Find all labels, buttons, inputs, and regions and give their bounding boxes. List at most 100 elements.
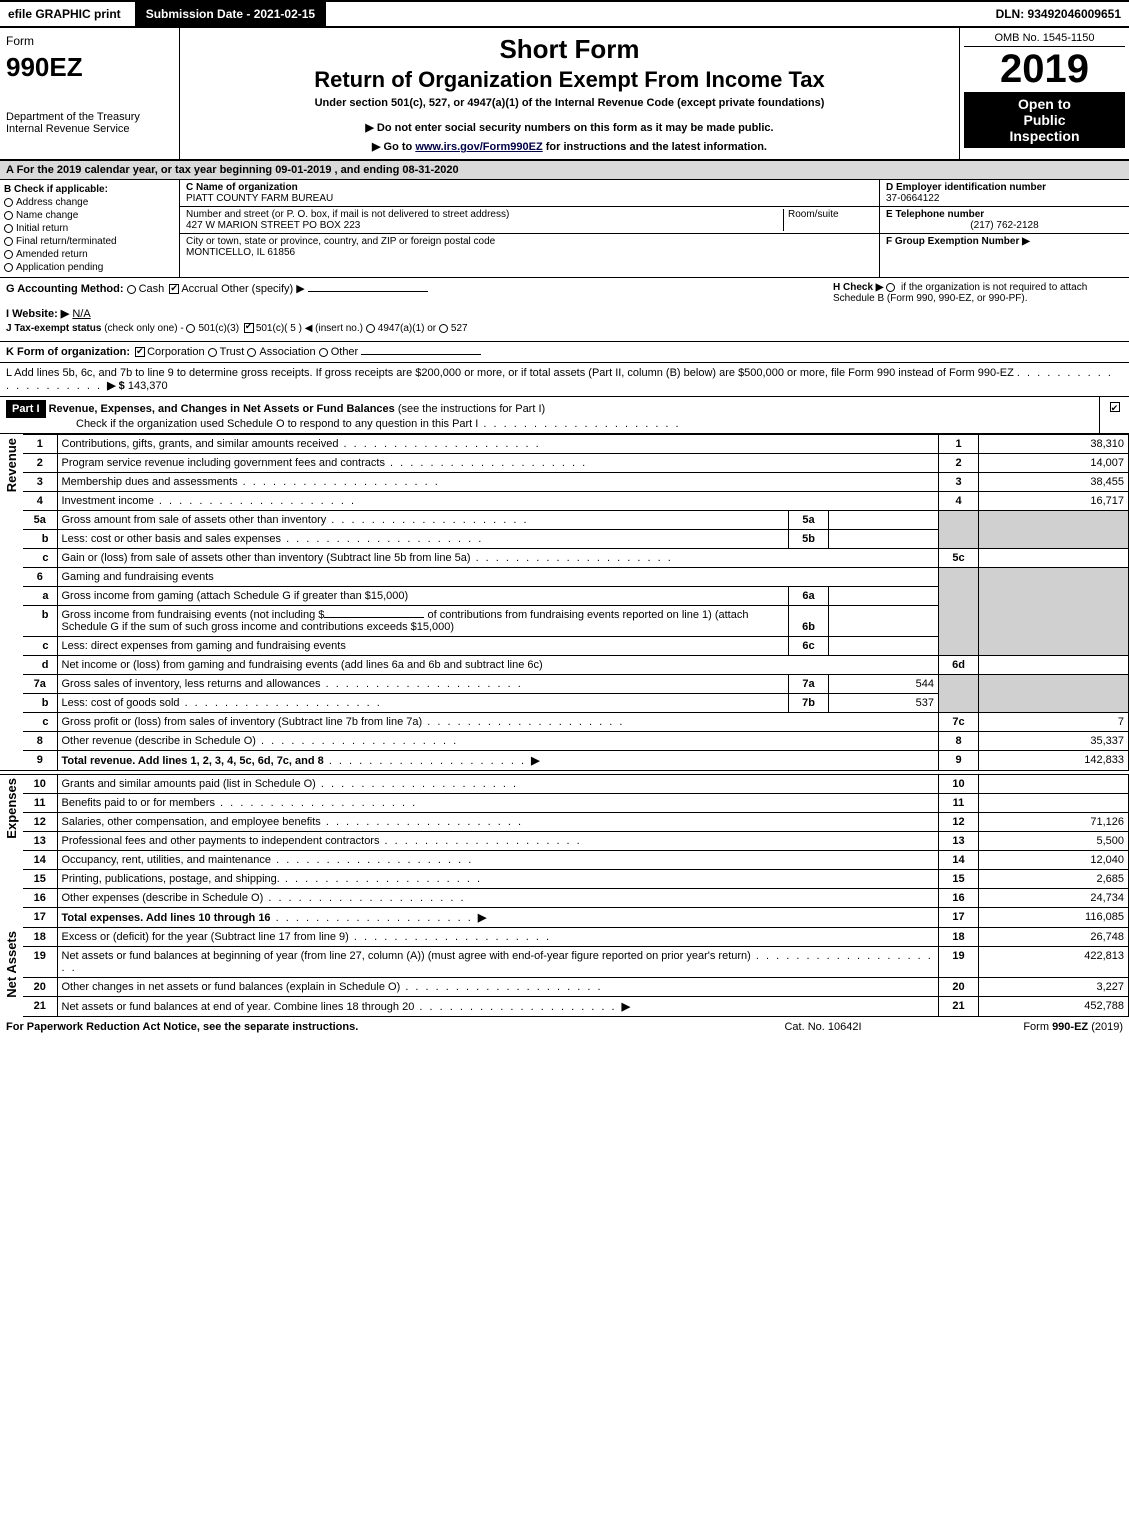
line-14-desc: Occupancy, rent, utilities, and maintena…	[62, 854, 272, 866]
tax-year: 2019	[964, 47, 1125, 92]
line-6d-desc: Net income or (loss) from gaming and fun…	[62, 659, 543, 671]
ein-value: 37-0664122	[886, 193, 939, 204]
line-6d-val	[979, 656, 1129, 675]
other-radio[interactable]	[319, 348, 328, 357]
topbar: efile GRAPHIC print Submission Date - 20…	[0, 0, 1129, 28]
irs-label: Internal Revenue Service	[6, 123, 173, 135]
website-label: I Website: ▶	[6, 308, 69, 320]
dln-number: DLN: 93492046009651	[988, 3, 1129, 25]
final-return[interactable]: Final return/terminated	[4, 236, 175, 247]
line-2-val: 14,007	[979, 454, 1129, 473]
form-word: Form	[6, 34, 173, 48]
form-ref: Form 990-EZ (2019)	[923, 1021, 1123, 1033]
part-i-check: Check if the organization used Schedule …	[6, 418, 478, 430]
527-radio[interactable]	[439, 324, 448, 333]
dept-treasury: Department of the Treasury	[6, 111, 173, 123]
line-10-val	[979, 775, 1129, 794]
line-5b-val	[829, 530, 939, 549]
line-4-val: 16,717	[979, 492, 1129, 511]
form-title: Short Form	[186, 34, 953, 65]
phone-value: (217) 762-2128	[886, 220, 1123, 231]
ein-label: D Employer identification number	[886, 182, 1046, 193]
line-6c-desc: Less: direct expenses from gaming and fu…	[62, 640, 346, 652]
line-2-desc: Program service revenue including govern…	[62, 457, 385, 469]
line-5a-desc: Gross amount from sale of assets other t…	[62, 514, 327, 526]
part-i-label: Part I	[6, 400, 46, 418]
assoc-radio[interactable]	[247, 348, 256, 357]
line-1-desc: Contributions, gifts, grants, and simila…	[62, 438, 339, 450]
line-13-val: 5,500	[979, 832, 1129, 851]
trust-radio[interactable]	[208, 348, 217, 357]
line-19-val: 422,813	[979, 947, 1129, 978]
line-1-val: 38,310	[979, 435, 1129, 454]
501c3-radio[interactable]	[186, 324, 195, 333]
line-4-desc: Investment income	[62, 495, 154, 507]
part-i-inst: (see the instructions for Part I)	[398, 403, 545, 415]
misc-section: G Accounting Method: Cash Accrual Other …	[0, 278, 1129, 342]
line-18-desc: Excess or (deficit) for the year (Subtra…	[62, 931, 349, 943]
line-13-desc: Professional fees and other payments to …	[62, 835, 380, 847]
website-value: N/A	[72, 308, 90, 320]
line-7b-desc: Less: cost of goods sold	[62, 697, 180, 709]
tax-exempt-label: J Tax-exempt status	[6, 323, 101, 334]
efile-label: efile GRAPHIC print	[0, 3, 129, 25]
line-8-desc: Other revenue (describe in Schedule O)	[62, 735, 256, 747]
line-7a-val: 544	[829, 675, 939, 694]
public-inspection: Open to Public Inspection	[964, 92, 1125, 148]
line-20-val: 3,227	[979, 978, 1129, 997]
phone-label: E Telephone number	[886, 209, 984, 220]
cat-no: Cat. No. 10642I	[723, 1021, 923, 1033]
line-17-desc: Total expenses. Add lines 10 through 16	[62, 912, 271, 924]
line-6a-desc: Gross income from gaming (attach Schedul…	[62, 590, 409, 602]
line-5c-desc: Gain or (loss) from sale of assets other…	[62, 552, 471, 564]
org-name: PIATT COUNTY FARM BUREAU	[186, 193, 333, 204]
line-9-desc: Total revenue. Add lines 1, 2, 3, 4, 5c,…	[62, 755, 324, 767]
line-20-desc: Other changes in net assets or fund bala…	[62, 981, 401, 993]
paperwork-notice: For Paperwork Reduction Act Notice, see …	[6, 1021, 723, 1033]
501c-check[interactable]	[244, 323, 254, 333]
submission-date: Submission Date - 2021-02-15	[135, 2, 326, 26]
4947-radio[interactable]	[366, 324, 375, 333]
line-12-desc: Salaries, other compensation, and employ…	[62, 816, 321, 828]
line-6b-desc1: Gross income from fundraising events (no…	[62, 609, 325, 621]
cash-radio[interactable]	[127, 285, 136, 294]
section-b-header: B Check if applicable:	[4, 184, 175, 195]
initial-return[interactable]: Initial return	[4, 223, 175, 234]
line-18-val: 26,748	[979, 928, 1129, 947]
line-l-text: L Add lines 5b, 6c, and 7b to line 9 to …	[6, 367, 1014, 379]
line-21-desc: Net assets or fund balances at end of ye…	[62, 1001, 415, 1013]
group-exempt-label: F Group Exemption Number ▶	[886, 236, 1030, 247]
form-header: Form 990EZ Department of the Treasury In…	[0, 28, 1129, 161]
netassets-side: Net Assets	[4, 931, 19, 998]
city-label: City or town, state or province, country…	[186, 236, 495, 247]
line-6b-val	[829, 606, 939, 637]
part-i-header: Part I Revenue, Expenses, and Changes in…	[0, 397, 1129, 434]
gross-receipts: 143,370	[128, 380, 168, 392]
accounting-label: G Accounting Method:	[6, 283, 124, 295]
corp-check[interactable]	[135, 347, 145, 357]
line-15-desc: Printing, publications, postage, and shi…	[62, 873, 280, 885]
line-11-desc: Benefits paid to or for members	[62, 797, 215, 809]
addr-change[interactable]: Address change	[4, 197, 175, 208]
section-c-label: C Name of organization	[186, 182, 298, 193]
app-pending[interactable]: Application pending	[4, 262, 175, 273]
line-8-val: 35,337	[979, 732, 1129, 751]
line-7a-desc: Gross sales of inventory, less returns a…	[62, 678, 321, 690]
street-label: Number and street (or P. O. box, if mail…	[186, 209, 509, 220]
line-16-desc: Other expenses (describe in Schedule O)	[62, 892, 264, 904]
name-change[interactable]: Name change	[4, 210, 175, 221]
sched-b-radio[interactable]	[886, 283, 895, 292]
line-3-val: 38,455	[979, 473, 1129, 492]
amended-return[interactable]: Amended return	[4, 249, 175, 260]
accrual-check[interactable]	[169, 284, 179, 294]
street-value: 427 W MARION STREET PO BOX 223	[186, 220, 360, 231]
line-5b-desc: Less: cost or other basis and sales expe…	[62, 533, 282, 545]
line-21-val: 452,788	[979, 997, 1129, 1017]
line-7c-val: 7	[979, 713, 1129, 732]
line-15-val: 2,685	[979, 870, 1129, 889]
line-9-val: 142,833	[979, 751, 1129, 771]
line-6a-val	[829, 587, 939, 606]
schedule-o-check[interactable]	[1110, 402, 1120, 412]
irs-link[interactable]: www.irs.gov/Form990EZ	[415, 141, 542, 153]
form-subtitle: Return of Organization Exempt From Incom…	[186, 67, 953, 93]
